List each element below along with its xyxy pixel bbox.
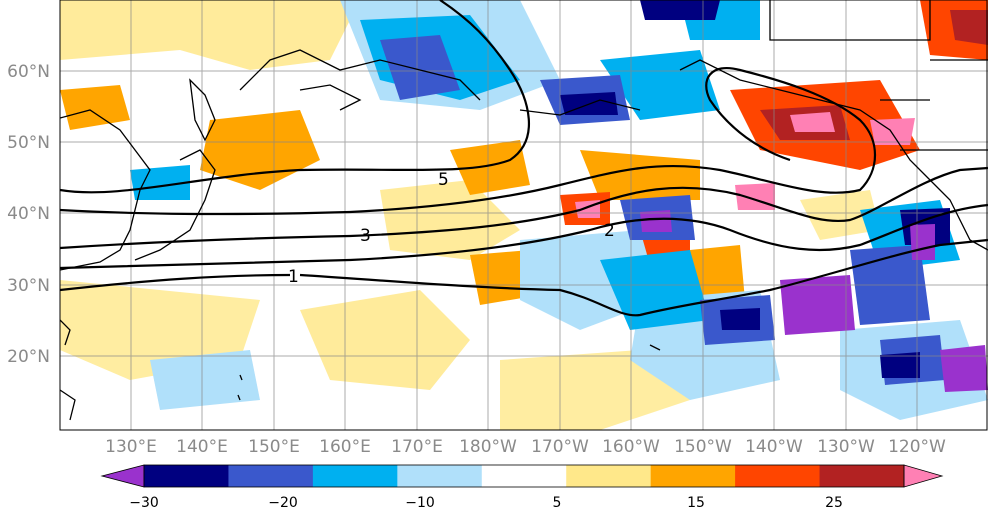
lon-label: 150°E (248, 437, 300, 457)
lat-label: 50°N (7, 133, 50, 153)
colorbar-tick-label: 5 (553, 495, 562, 511)
colorbar-swatches (100, 464, 944, 488)
colorbar-swatch (228, 465, 314, 487)
map-panel: 5 3 2 1 (60, 0, 988, 430)
colorbar-tick-label: −30 (129, 495, 159, 511)
coastlines (60, 0, 988, 421)
lon-label: 180°W (459, 437, 517, 457)
colorbar-arrow-high (903, 464, 944, 488)
lon-label: 170°E (391, 437, 443, 457)
lon-label: 170°W (531, 437, 589, 457)
colorbar-tick-label: 15 (687, 495, 705, 511)
lat-label: 40°N (7, 204, 50, 224)
lon-label: 160°W (602, 437, 660, 457)
colorbar-swatch (650, 465, 736, 487)
contour-lines (60, 0, 988, 317)
colorbar-swatch (397, 465, 483, 487)
map-frame (59, 0, 988, 431)
lon-label: 140°E (176, 437, 228, 457)
colorbar-swatch (819, 465, 905, 487)
lon-label: 120°W (888, 437, 946, 457)
longitude-labels: 130°E 140°E 150°E 160°E 170°E 180°W 170°… (105, 437, 946, 457)
colorbar-ticks: −30 −20 −10 5 15 25 (129, 495, 843, 511)
contour-label-5: 5 (438, 170, 449, 190)
contour-label-group: 5 3 2 1 (288, 170, 615, 287)
lon-label: 150°W (674, 437, 732, 457)
colorbar-tick-label: −10 (405, 495, 435, 511)
colorbar-tick-label: 25 (825, 495, 843, 511)
graticule (60, 0, 988, 430)
contour-label-1: 1 (288, 267, 299, 287)
lon-label: 130°W (817, 437, 875, 457)
colorbar-tick-label: −20 (268, 495, 298, 511)
lon-label: 130°E (105, 437, 157, 457)
colorbar-swatch (144, 465, 229, 487)
colorbar-swatch (566, 465, 652, 487)
colorbar-arrow-low (100, 464, 145, 488)
colorbar-swatch (735, 465, 821, 487)
colorbar: −30 −20 −10 5 15 25 (100, 464, 944, 511)
colorbar-swatch (312, 465, 398, 487)
contour-label-2: 2 (604, 221, 615, 241)
latitude-labels: 60°N 50°N 40°N 30°N 20°N (7, 62, 50, 367)
colorbar-swatch (481, 465, 567, 487)
lon-label: 140°W (745, 437, 803, 457)
lat-label: 30°N (7, 276, 50, 296)
lat-label: 20°N (7, 347, 50, 367)
lat-label: 60°N (7, 62, 50, 82)
colorbar-frame (143, 464, 905, 488)
contour-label-3: 3 (360, 226, 371, 246)
lon-label: 160°E (319, 437, 371, 457)
